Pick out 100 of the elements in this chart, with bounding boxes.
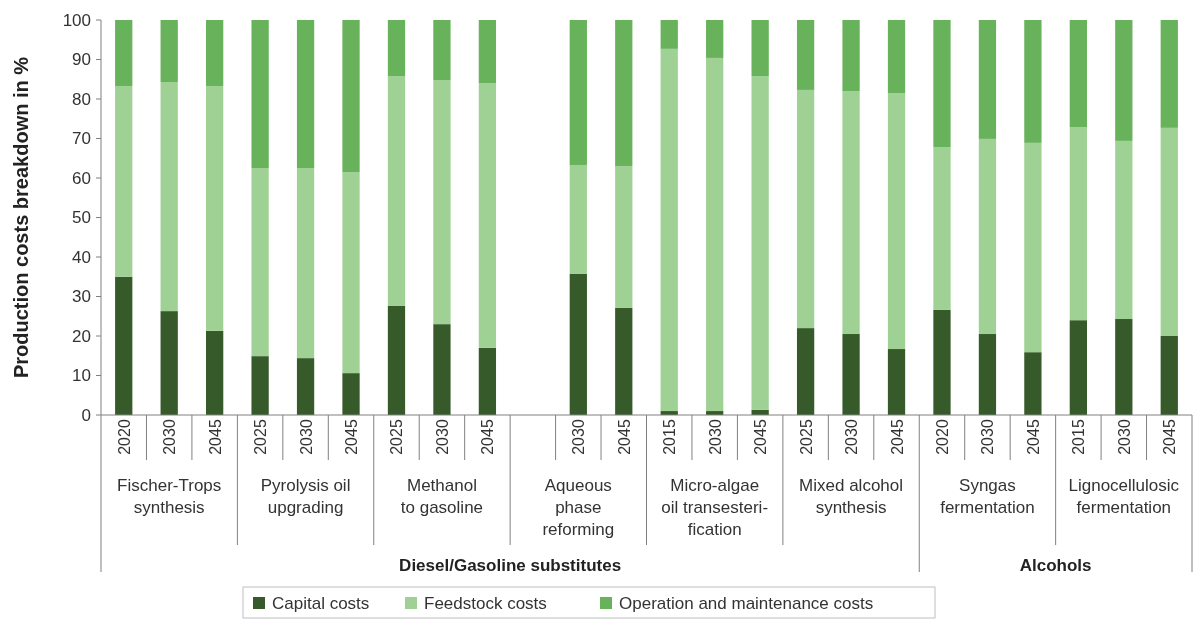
x-tick-label: 2030 (433, 419, 451, 455)
text: Methanol to gasoline (400, 476, 484, 517)
bar (842, 91, 860, 335)
bar (160, 311, 178, 415)
bar (1115, 20, 1133, 141)
bar (1024, 352, 1042, 415)
y-tick-label: 40 (72, 247, 91, 267)
y-tick-label: 10 (72, 366, 91, 386)
text: Fischer-Trops synthesis (117, 476, 222, 517)
y-tick-label: 90 (72, 50, 91, 70)
y-tick-label: 0 (81, 405, 91, 425)
bar (296, 20, 315, 169)
bar (115, 20, 133, 86)
y-tick-label: 80 (72, 89, 91, 109)
bar (342, 172, 360, 374)
x-tick-label: 2030 (706, 419, 724, 455)
text: Syngas fermentation (940, 476, 1035, 517)
bar (706, 20, 724, 58)
bar (1115, 140, 1133, 320)
bar (751, 20, 769, 77)
bar (615, 307, 633, 415)
y-tick-label: 50 (72, 208, 91, 228)
bar (251, 356, 269, 415)
legend-label: Operation and maintenance costs (619, 594, 874, 613)
bar (1069, 320, 1087, 415)
bar (933, 147, 951, 310)
y-tick-label: 30 (72, 287, 91, 307)
y-tick-label: 70 (72, 129, 91, 149)
x-tick-label: 2045 (206, 419, 224, 455)
bar (660, 48, 678, 412)
bar (978, 138, 997, 335)
x-tick-label: 2045 (615, 419, 633, 455)
bar (978, 20, 997, 139)
y-tick-label: 20 (72, 326, 91, 346)
bar (115, 85, 133, 277)
legend-label: Feedstock costs (424, 594, 547, 613)
bar (887, 349, 906, 415)
text: Pyrolysis oil upgrading (260, 476, 351, 517)
bar (296, 168, 315, 359)
x-tick-label: 2020 (115, 419, 133, 455)
bar (796, 89, 815, 329)
bar (387, 305, 406, 415)
y-axis-title: Production costs breakdown in % (10, 56, 32, 379)
bar (433, 20, 451, 81)
bar (160, 20, 178, 83)
bar (569, 20, 587, 165)
bar (1115, 319, 1133, 415)
bar (1024, 20, 1042, 143)
bar (478, 347, 497, 415)
bar (478, 83, 497, 348)
legend-label: Capital costs (272, 594, 370, 613)
bar (796, 328, 815, 415)
bar (1024, 142, 1042, 353)
bar (569, 164, 587, 274)
x-tick-label: 2030 (979, 419, 997, 455)
bar (115, 276, 133, 415)
bar (206, 330, 224, 415)
bar (1160, 127, 1178, 336)
x-tick-label: 2045 (888, 419, 906, 455)
bar (296, 358, 315, 415)
text: Lignocellulosic fermentation (1068, 476, 1180, 517)
x-tick-label: 2015 (1070, 419, 1088, 455)
bar (615, 20, 633, 167)
text: Alcohols (1019, 556, 1092, 575)
text: Micro-algae oil transesteri- fication (661, 476, 769, 539)
bar (706, 57, 724, 412)
bar (887, 20, 906, 94)
bar (933, 20, 951, 148)
bar (569, 273, 587, 415)
bar (978, 334, 997, 415)
x-tick-label: 2045 (1024, 419, 1042, 455)
x-tick-label: 2015 (661, 419, 679, 455)
text: Diesel/Gasoline substitutes (399, 556, 622, 575)
x-tick-label: 2030 (297, 419, 315, 455)
bar (660, 20, 678, 49)
y-tick-label: 100 (62, 10, 91, 30)
x-tick-label: 2030 (1115, 419, 1133, 455)
bar (615, 166, 633, 308)
bar (342, 20, 360, 173)
bar (887, 93, 906, 350)
bar (796, 20, 815, 90)
bar (1069, 20, 1087, 128)
y-tick-label: 60 (72, 168, 91, 188)
bar (206, 85, 224, 331)
x-tick-label: 2020 (933, 419, 951, 455)
bar (387, 76, 406, 306)
x-tick-label: 2030 (570, 419, 588, 455)
bar (206, 20, 224, 86)
bar (478, 20, 497, 84)
bar (160, 82, 178, 312)
x-tick-label: 2030 (843, 419, 861, 455)
bar (751, 76, 769, 410)
bar (342, 373, 360, 415)
x-tick-label: 2045 (343, 419, 361, 455)
bar (251, 20, 269, 169)
x-tick-label: 2030 (161, 419, 179, 455)
x-tick-label: 2045 (479, 419, 497, 455)
bar (1160, 336, 1178, 415)
bar (433, 324, 451, 415)
text: Mixed alcohol synthesis (799, 476, 904, 517)
